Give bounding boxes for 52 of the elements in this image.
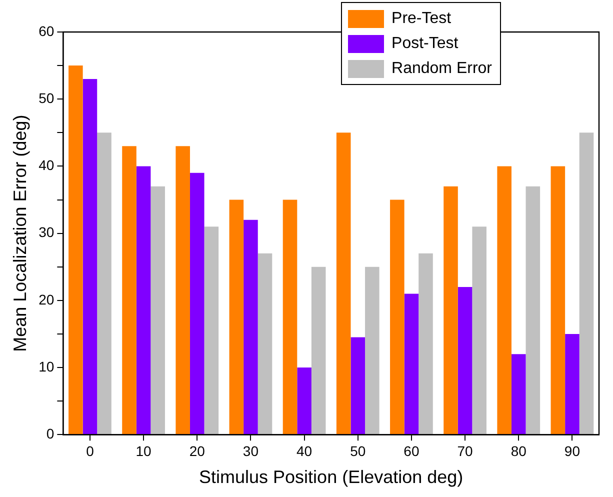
bar	[97, 132, 112, 434]
bar	[297, 368, 312, 434]
bar	[122, 146, 136, 434]
bar	[244, 220, 258, 434]
y-tick-label: 60	[38, 22, 54, 39]
bar	[258, 253, 272, 434]
x-axis-title: Stimulus Position (Elevation deg)	[199, 467, 464, 488]
bar	[282, 200, 298, 434]
y-axis-title: Mean Localization Error (deg)	[10, 114, 30, 352]
y-tick-label: 30	[38, 224, 54, 240]
x-tick-label: 90	[564, 442, 580, 459]
y-tick-label: 10	[38, 358, 54, 374]
x-tick-label: 30	[242, 442, 259, 459]
bar	[579, 132, 594, 434]
bar	[444, 186, 458, 434]
bar	[204, 226, 219, 434]
bar	[350, 337, 366, 434]
bar	[176, 146, 190, 434]
bar	[136, 166, 151, 434]
x-tick-label: 60	[404, 442, 420, 459]
x-tick-label: 40	[296, 442, 312, 459]
bar	[404, 294, 419, 434]
bar	[68, 66, 83, 434]
bar	[418, 253, 433, 434]
y-tick-label: 40	[38, 157, 54, 174]
bar	[497, 166, 512, 434]
x-tick-label: 20	[189, 442, 206, 459]
y-tick-label: 0	[46, 425, 54, 442]
y-tick-label: 50	[38, 90, 54, 106]
bar	[365, 266, 380, 434]
bar	[190, 172, 204, 434]
y-tick-label: 20	[38, 291, 54, 308]
legend-label: Post-Test	[392, 34, 458, 52]
legend-label: Pre-Test	[392, 10, 452, 28]
bar	[565, 334, 580, 434]
bar	[311, 266, 326, 434]
x-tick-label: 0	[86, 442, 94, 459]
bar	[229, 200, 244, 434]
bar	[511, 354, 526, 434]
x-tick-label: 80	[510, 442, 527, 459]
x-tick-label: 10	[136, 442, 152, 459]
x-tick-label: 50	[350, 442, 366, 459]
bar	[526, 186, 540, 434]
bar	[458, 286, 472, 434]
legend-label: Random Error	[392, 60, 492, 78]
x-tick-label: 70	[457, 442, 474, 459]
bar	[82, 78, 98, 434]
bar	[336, 132, 351, 434]
bar	[550, 166, 566, 434]
bar	[150, 186, 165, 434]
bar	[390, 200, 404, 434]
bar	[472, 226, 486, 434]
